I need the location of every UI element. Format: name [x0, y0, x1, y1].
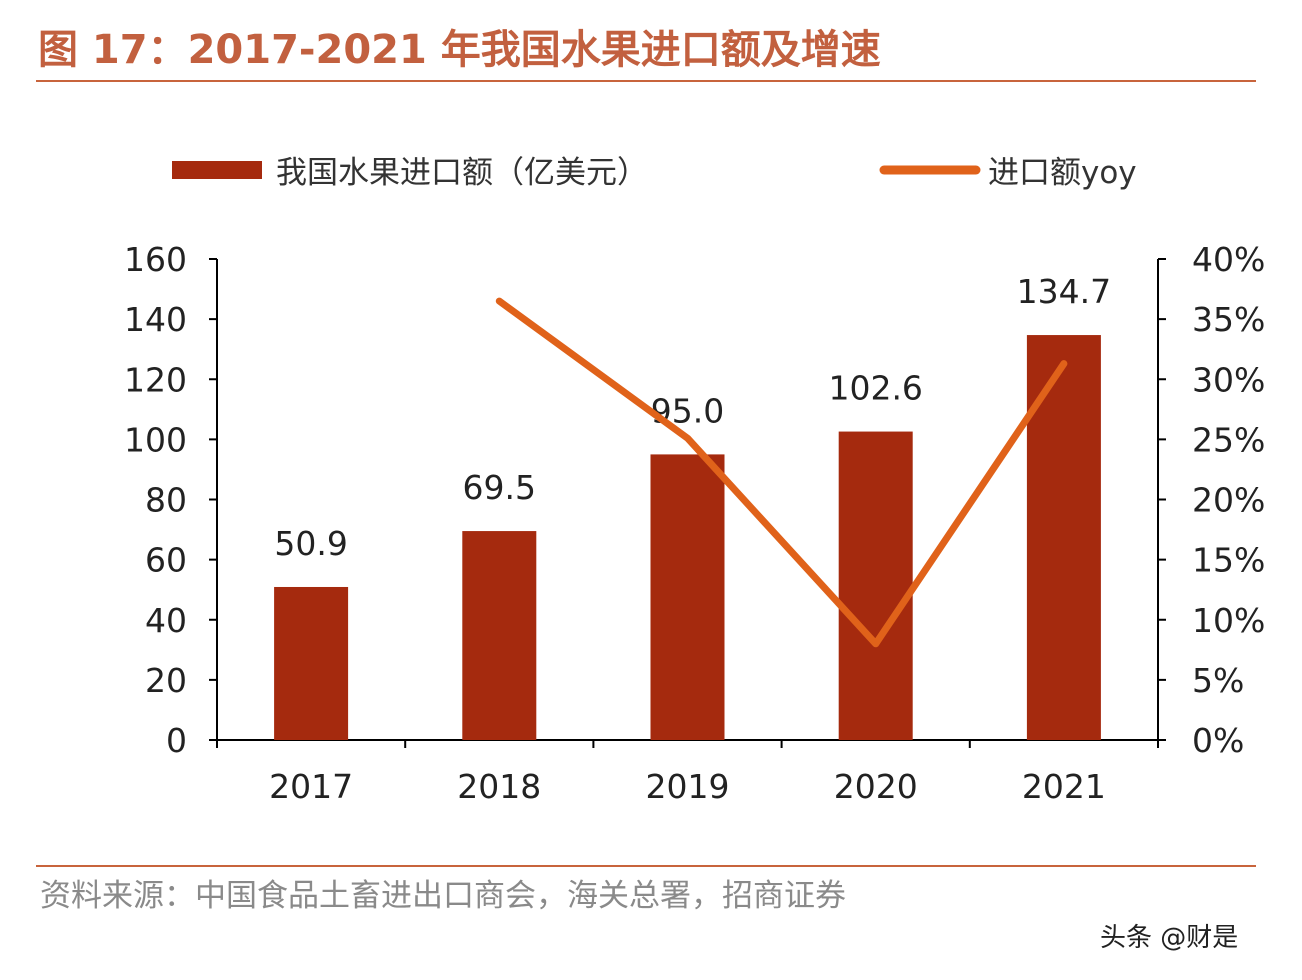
- bar-2019: [650, 454, 725, 740]
- bar-2020: [838, 431, 913, 740]
- right-tick-label: 35%: [1192, 300, 1265, 339]
- yoy-line: [495, 297, 1068, 648]
- left-tick-label: 40: [145, 601, 187, 640]
- bar-data-label: 50.9: [274, 524, 347, 563]
- right-tick-label: 40%: [1192, 240, 1265, 279]
- bar-data-label: 95.0: [651, 391, 724, 430]
- right-tick-label: 30%: [1192, 360, 1265, 399]
- right-tick-label: 15%: [1192, 541, 1265, 580]
- right-tick-label: 20%: [1192, 481, 1265, 520]
- x-tick-label: 2020: [834, 767, 918, 806]
- legend-bar-swatch: [172, 161, 262, 179]
- x-tick-label: 2021: [1022, 767, 1106, 806]
- left-tick-label: 160: [124, 240, 187, 279]
- bar-data-label: 69.5: [463, 468, 536, 507]
- left-tick-label: 120: [124, 360, 187, 399]
- chart-title: 图 17：2017-2021 年我国水果进口额及增速: [38, 27, 881, 73]
- bar-data-label: 102.6: [828, 369, 922, 408]
- right-tick-label: 0%: [1192, 721, 1244, 760]
- left-tick-label: 80: [145, 481, 187, 520]
- x-tick-label: 2019: [646, 767, 730, 806]
- bar-2018: [462, 531, 537, 740]
- left-tick-label: 100: [124, 420, 187, 459]
- left-tick-label: 60: [145, 541, 187, 580]
- left-tick-label: 20: [145, 661, 187, 700]
- watermark: 头条 @财是: [1100, 923, 1238, 953]
- legend: 我国水果进口额（亿美元） 进口额yoy: [172, 155, 1137, 191]
- source-note: 资料来源：中国食品土畜进出口商会，海关总署，招商证券: [40, 878, 846, 914]
- x-tick-label: 2018: [457, 767, 541, 806]
- bar-2017: [274, 586, 349, 740]
- right-tick-label: 10%: [1192, 601, 1265, 640]
- right-tick-label: 25%: [1192, 420, 1265, 459]
- legend-bar-label: 我国水果进口额（亿美元）: [276, 155, 648, 191]
- x-tick-label: 2017: [269, 767, 353, 806]
- bar-2021: [1026, 335, 1101, 740]
- right-tick-label: 5%: [1192, 661, 1244, 700]
- bar-data-label: 134.7: [1017, 272, 1111, 311]
- left-tick-label: 140: [124, 300, 187, 339]
- left-tick-label: 0: [166, 721, 187, 760]
- legend-line-label: 进口额yoy: [988, 155, 1137, 191]
